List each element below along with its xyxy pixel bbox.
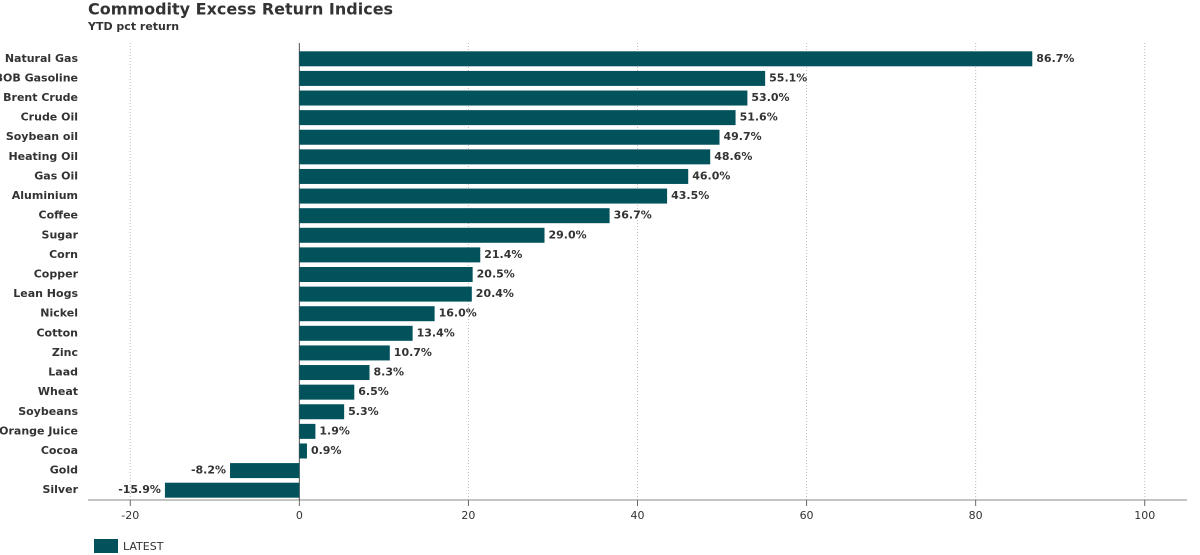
bar <box>299 325 413 341</box>
bar <box>299 345 390 361</box>
value-label: 5.3% <box>348 405 379 418</box>
value-label: 46.0% <box>692 169 730 182</box>
y-tick-label: Coffee <box>39 209 78 222</box>
x-tick-label: -20 <box>121 509 139 522</box>
y-tick-label: Zinc <box>52 346 78 359</box>
value-label: 29.0% <box>549 228 587 241</box>
bar <box>299 404 345 420</box>
y-tick-label: Orange Juice <box>0 424 78 437</box>
y-tick-label: Natural Gas <box>5 52 79 65</box>
bar <box>299 443 307 459</box>
value-label: 53.0% <box>751 91 789 104</box>
value-label: 16.0% <box>439 307 477 320</box>
chart-title: Commodity Excess Return Indices <box>88 0 393 19</box>
legend-label: LATEST <box>123 540 164 553</box>
legend-swatch <box>94 539 118 553</box>
y-tick-label: Crude Oil <box>21 111 78 124</box>
value-label: 51.6% <box>740 111 778 124</box>
y-tick-label: Copper <box>34 268 79 281</box>
value-label: 1.9% <box>319 424 350 437</box>
bar <box>299 70 766 86</box>
value-label: 8.3% <box>374 366 405 379</box>
value-label: 36.7% <box>614 209 652 222</box>
value-label: 20.5% <box>477 268 515 281</box>
bar <box>299 384 355 400</box>
value-label: 10.7% <box>394 346 432 359</box>
value-label: 0.9% <box>311 444 342 457</box>
value-label: -15.9% <box>118 483 161 496</box>
bar <box>299 306 435 322</box>
bar <box>299 365 370 381</box>
y-tick-label: Brent Crude <box>3 91 78 104</box>
y-tick-label: Silver <box>42 483 78 496</box>
y-tick-label: Corn <box>49 248 78 261</box>
y-tick-label: Gold <box>50 464 78 477</box>
value-label: 49.7% <box>724 130 762 143</box>
bar <box>299 267 473 282</box>
x-tick-label: 40 <box>631 509 645 522</box>
y-tick-label: Cotton <box>36 326 78 339</box>
bar <box>230 463 300 479</box>
bar <box>299 110 736 126</box>
y-tick-label: Nickel <box>40 307 78 320</box>
bar <box>299 247 481 263</box>
bar <box>299 188 668 204</box>
x-tick-label: 60 <box>800 509 814 522</box>
bar <box>299 129 720 145</box>
y-tick-label: Laad <box>48 366 78 379</box>
value-label: 43.5% <box>671 189 709 202</box>
y-tick-label: Cocoa <box>41 444 78 457</box>
bar <box>299 423 316 439</box>
bar <box>164 482 300 498</box>
bar <box>299 208 610 224</box>
y-tick-label: Sugar <box>42 228 79 241</box>
x-tick-label: 100 <box>1134 509 1155 522</box>
y-tick-label: Soybean oil <box>6 130 78 143</box>
value-label: 13.4% <box>417 326 455 339</box>
y-tick-label: Wheat <box>38 385 78 398</box>
y-tick-label: Soybeans <box>18 405 78 418</box>
value-label: 20.4% <box>476 287 514 300</box>
x-tick-label: 0 <box>296 509 303 522</box>
bar <box>299 90 748 106</box>
bar <box>299 286 472 302</box>
bar <box>299 51 1033 67</box>
bar <box>299 149 711 165</box>
bar <box>299 227 545 243</box>
value-label: 48.6% <box>714 150 752 163</box>
value-label: 6.5% <box>358 385 389 398</box>
y-tick-label: RBOB Gasoline <box>0 71 78 84</box>
y-tick-label: Gas Oil <box>34 169 78 182</box>
bar <box>299 168 689 184</box>
value-label: 21.4% <box>484 248 522 261</box>
x-tick-label: 20 <box>461 509 475 522</box>
y-tick-label: Lean Hogs <box>13 287 78 300</box>
chart-subtitle: YTD pct return <box>87 20 179 33</box>
value-label: -8.2% <box>191 464 226 477</box>
y-tick-label: Aluminium <box>12 189 78 202</box>
y-tick-label: Heating Oil <box>8 150 78 163</box>
value-label: 86.7% <box>1036 52 1074 65</box>
x-tick-label: 80 <box>969 509 983 522</box>
value-label: 55.1% <box>769 71 807 84</box>
